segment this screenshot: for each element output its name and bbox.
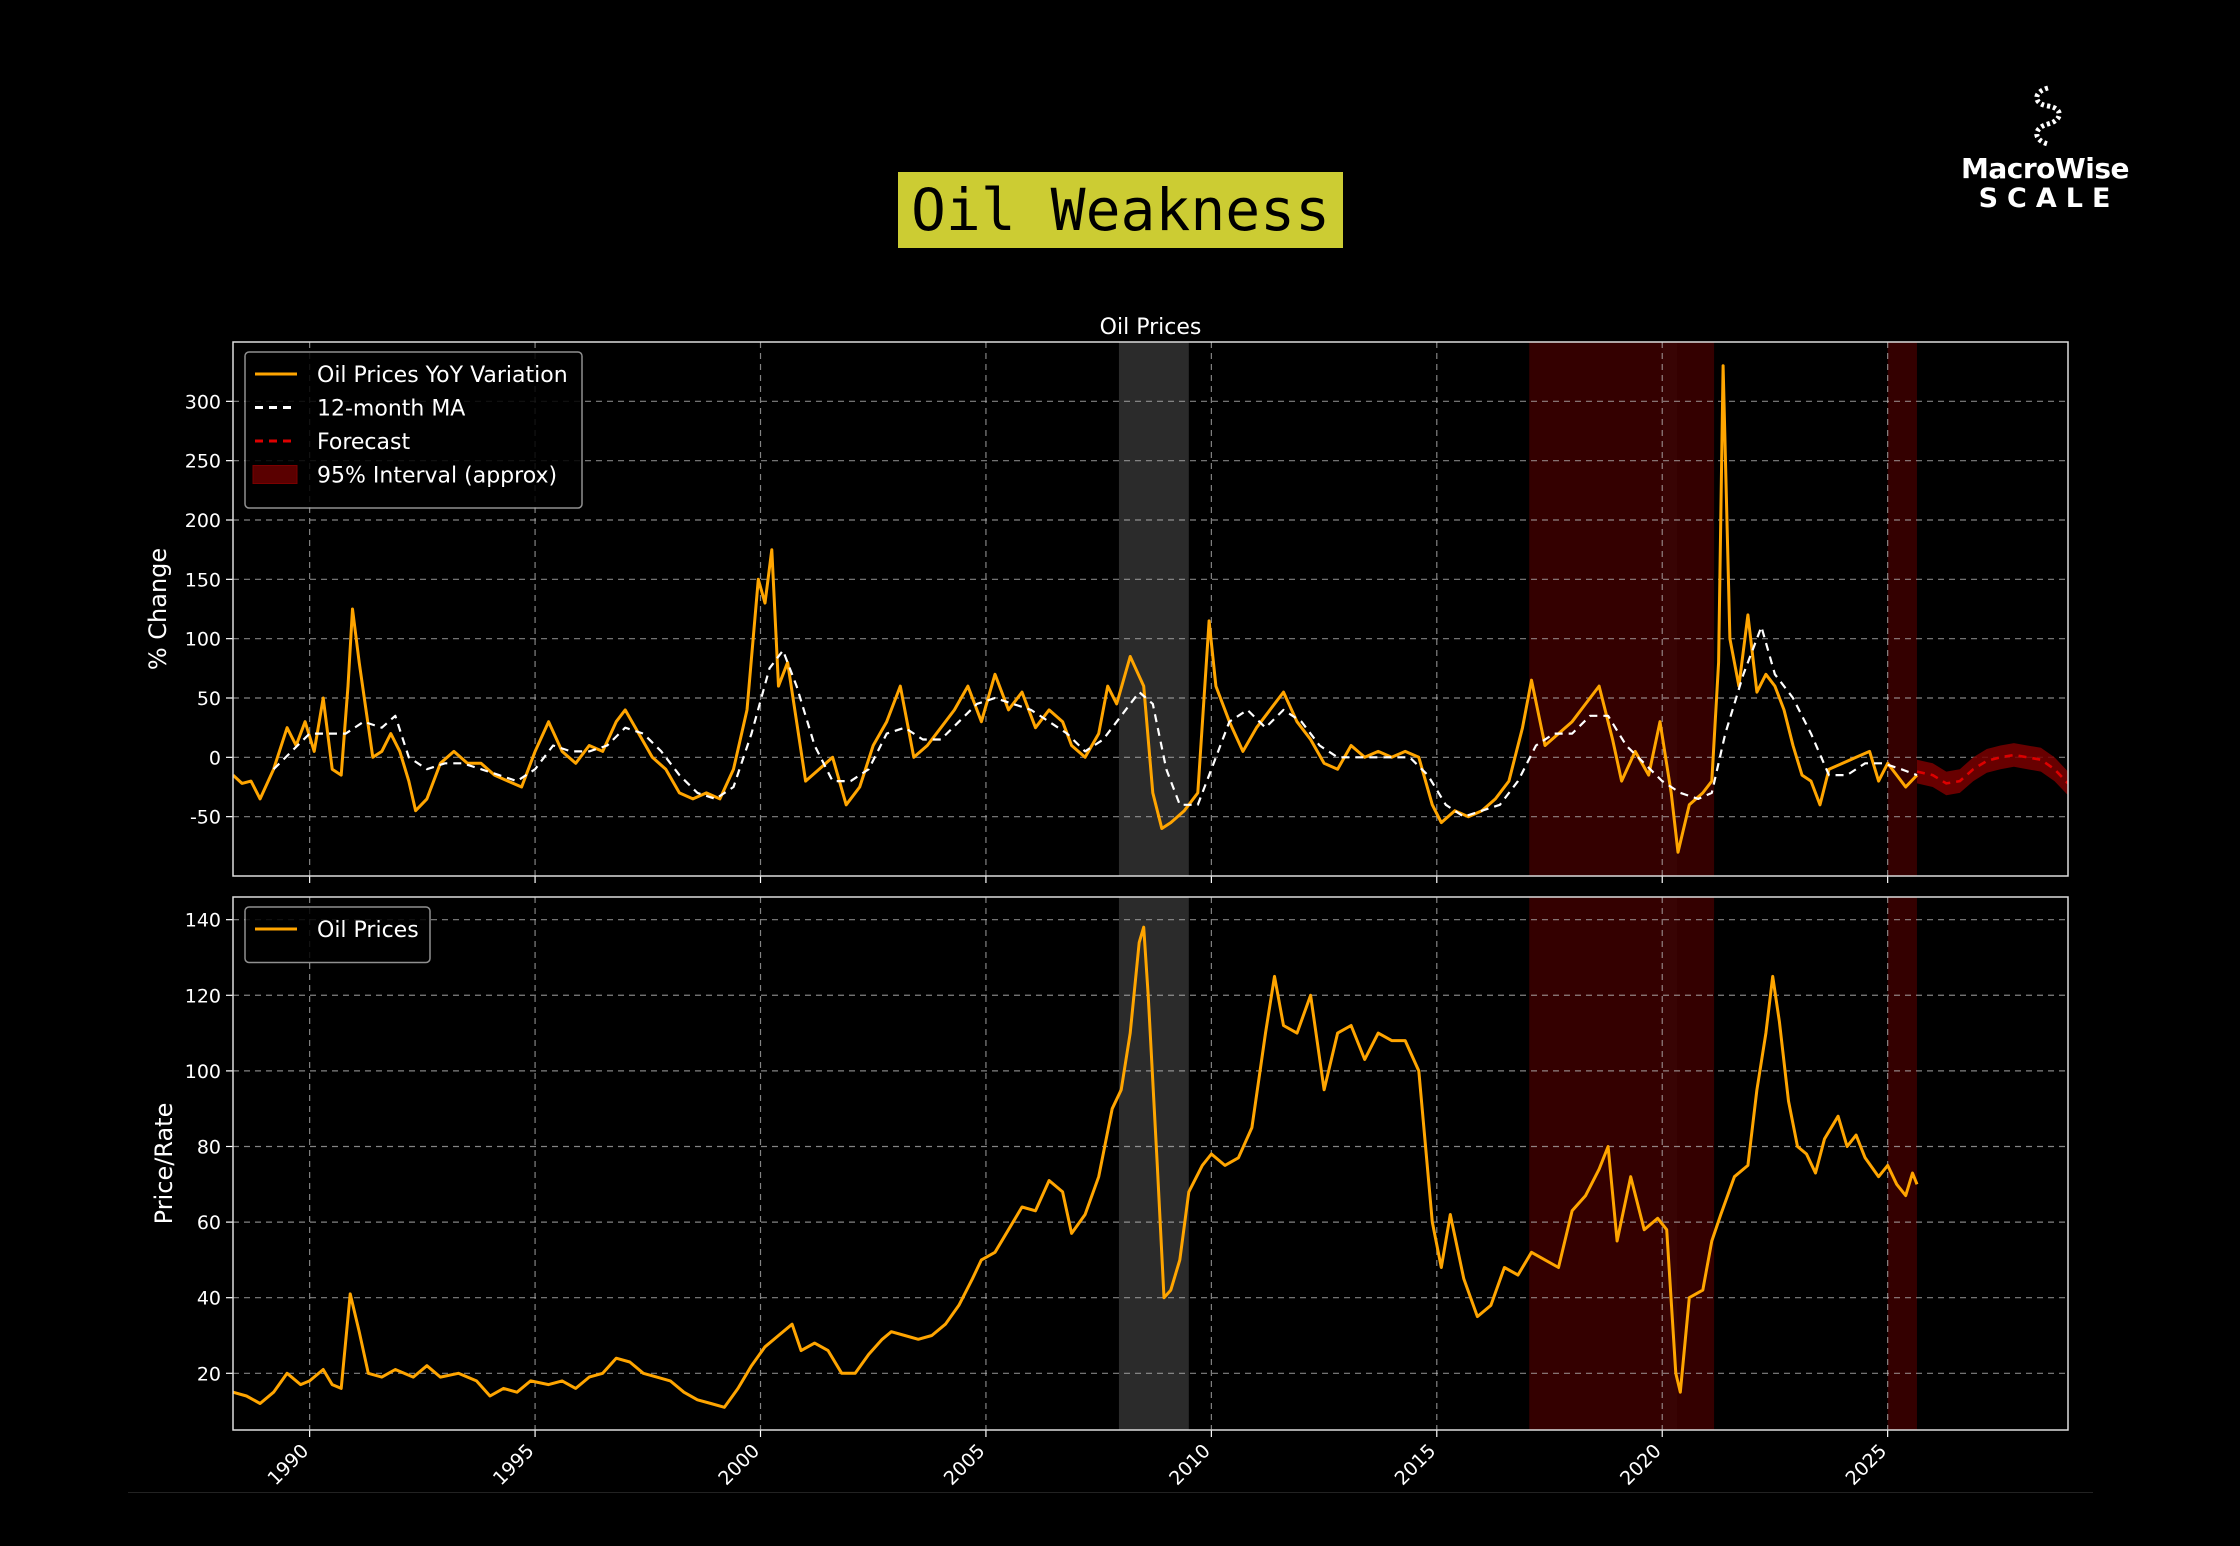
y-tick-label: -50 <box>190 807 221 829</box>
y-tick-label: 200 <box>185 510 221 532</box>
plot-frame <box>232 341 2069 877</box>
legend-swatch <box>252 465 298 484</box>
x-tick-label: 2015 <box>1391 1440 1441 1490</box>
brand-name: MacroWise <box>1960 152 2130 185</box>
series-line-oil-prices <box>233 925 1919 1409</box>
legend-box <box>244 906 431 964</box>
y-tick-label: 50 <box>197 688 221 710</box>
legend-box <box>244 351 583 509</box>
legend-label: Oil Prices YoY Variation <box>317 363 568 388</box>
y-tick-label: 140 <box>185 910 221 932</box>
page-title: Oil Weakness <box>910 176 1331 244</box>
y-tick-label: 80 <box>197 1136 221 1158</box>
y-axis-label: % Change <box>144 548 172 670</box>
plot-frame <box>232 896 2069 1431</box>
y-tick-label: 60 <box>197 1212 221 1234</box>
brand-logo: MacroWise SCALE <box>1955 84 2135 214</box>
legend-label: Forecast <box>317 430 410 455</box>
series-line-12-month-ma <box>272 625 1918 818</box>
x-tick-label: 2020 <box>1616 1440 1666 1490</box>
series-line-forecast <box>1916 753 2068 785</box>
legend-label: 12-month MA <box>317 397 465 422</box>
footer-divider <box>128 1492 2093 1493</box>
highlight-band-2 <box>1529 897 1715 1430</box>
highlight-band-3 <box>1887 897 1917 1430</box>
forecast-interval-band <box>1917 743 2068 796</box>
brand-subtitle: SCALE <box>1978 183 2120 214</box>
recession-band-0 <box>1118 897 1189 1430</box>
y-tick-label: 120 <box>185 985 221 1007</box>
x-tick-label: 1995 <box>489 1440 539 1490</box>
x-tick-label: 2025 <box>1841 1440 1891 1490</box>
y-axis-label: Price/Rate <box>150 1103 178 1225</box>
series-line-oil-prices-yoy-variation <box>233 364 1919 854</box>
legend-label: 95% Interval (approx) <box>317 464 557 489</box>
y-tick-label: 100 <box>185 1061 221 1083</box>
highlight-band-2 <box>1529 342 1715 876</box>
x-tick-label: 2005 <box>940 1440 990 1490</box>
recession-band-0 <box>1118 342 1189 876</box>
y-tick-label: 40 <box>197 1288 221 1310</box>
y-tick-label: 150 <box>185 569 221 591</box>
y-tick-label: 250 <box>185 451 221 473</box>
x-tick-label: 2010 <box>1165 1440 1215 1490</box>
legend-label: Oil Prices <box>317 918 419 943</box>
x-tick-label: 2000 <box>714 1440 764 1490</box>
highlight-band-3 <box>1887 342 1917 876</box>
x-tick-label: 1990 <box>263 1440 313 1490</box>
y-tick-label: 20 <box>197 1363 221 1385</box>
y-tick-label: 0 <box>209 747 221 769</box>
chart-title: Oil Prices <box>1100 315 1202 340</box>
y-tick-label: 300 <box>185 391 221 413</box>
title-banner: Oil Weakness <box>898 172 1343 248</box>
y-tick-label: 100 <box>185 629 221 651</box>
